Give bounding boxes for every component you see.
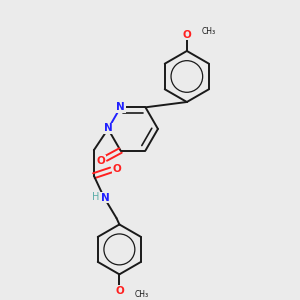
Text: N: N <box>116 102 125 112</box>
Text: H: H <box>92 192 100 202</box>
Text: O: O <box>115 286 124 296</box>
Text: O: O <box>96 156 105 166</box>
Text: N: N <box>104 123 113 134</box>
Text: N: N <box>101 193 110 203</box>
Text: CH₃: CH₃ <box>202 27 216 36</box>
Text: O: O <box>112 164 121 174</box>
Text: CH₃: CH₃ <box>134 290 148 299</box>
Text: O: O <box>182 29 191 40</box>
